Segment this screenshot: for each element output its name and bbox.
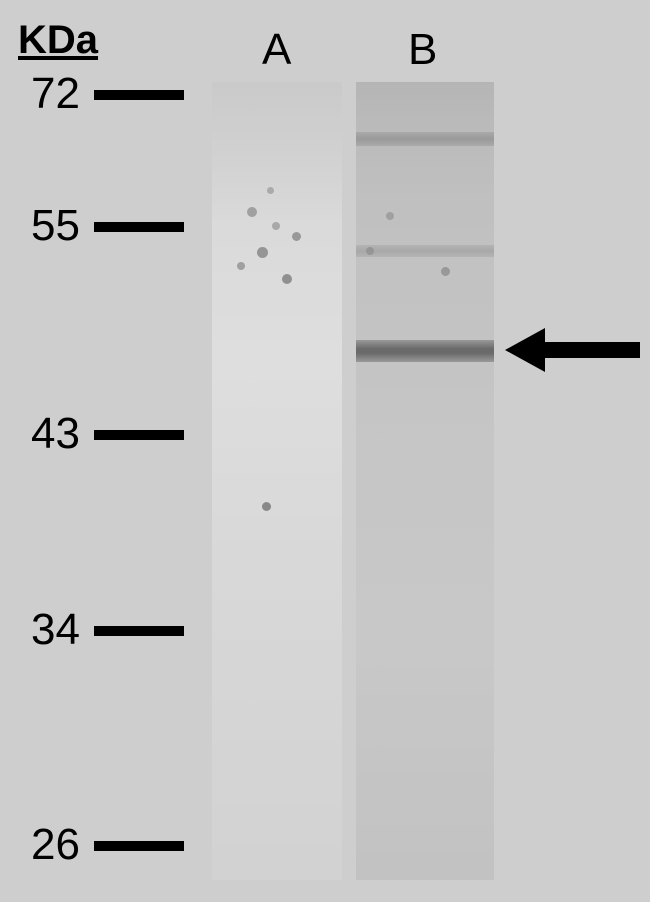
speckle (282, 274, 292, 284)
speckle (441, 267, 450, 276)
lane-b-header: B (408, 25, 437, 75)
lane-a (212, 82, 342, 880)
band-indicator-arrow (505, 322, 645, 383)
faint-band-mid (356, 245, 494, 257)
mw-marker-72: 72 (10, 69, 80, 119)
speckle (257, 247, 268, 258)
tick-43 (94, 430, 184, 440)
speckle (386, 212, 394, 220)
speckle (366, 247, 374, 255)
speckle (262, 502, 271, 511)
mw-marker-43: 43 (10, 409, 80, 459)
lane-a-header: A (262, 25, 291, 75)
speckle (267, 187, 274, 194)
speckle (272, 222, 280, 230)
speckle (247, 207, 257, 217)
faint-band-top (356, 132, 494, 146)
mw-marker-34: 34 (10, 605, 80, 655)
tick-26 (94, 841, 184, 851)
mw-marker-55: 55 (10, 201, 80, 251)
kda-unit-label: KDa (18, 18, 98, 63)
speckle (237, 262, 245, 270)
tick-55 (94, 222, 184, 232)
mw-marker-26: 26 (10, 820, 80, 870)
speckle (292, 232, 301, 241)
main-band (356, 340, 494, 362)
lane-b (356, 82, 494, 880)
tick-72 (94, 90, 184, 100)
tick-34 (94, 626, 184, 636)
